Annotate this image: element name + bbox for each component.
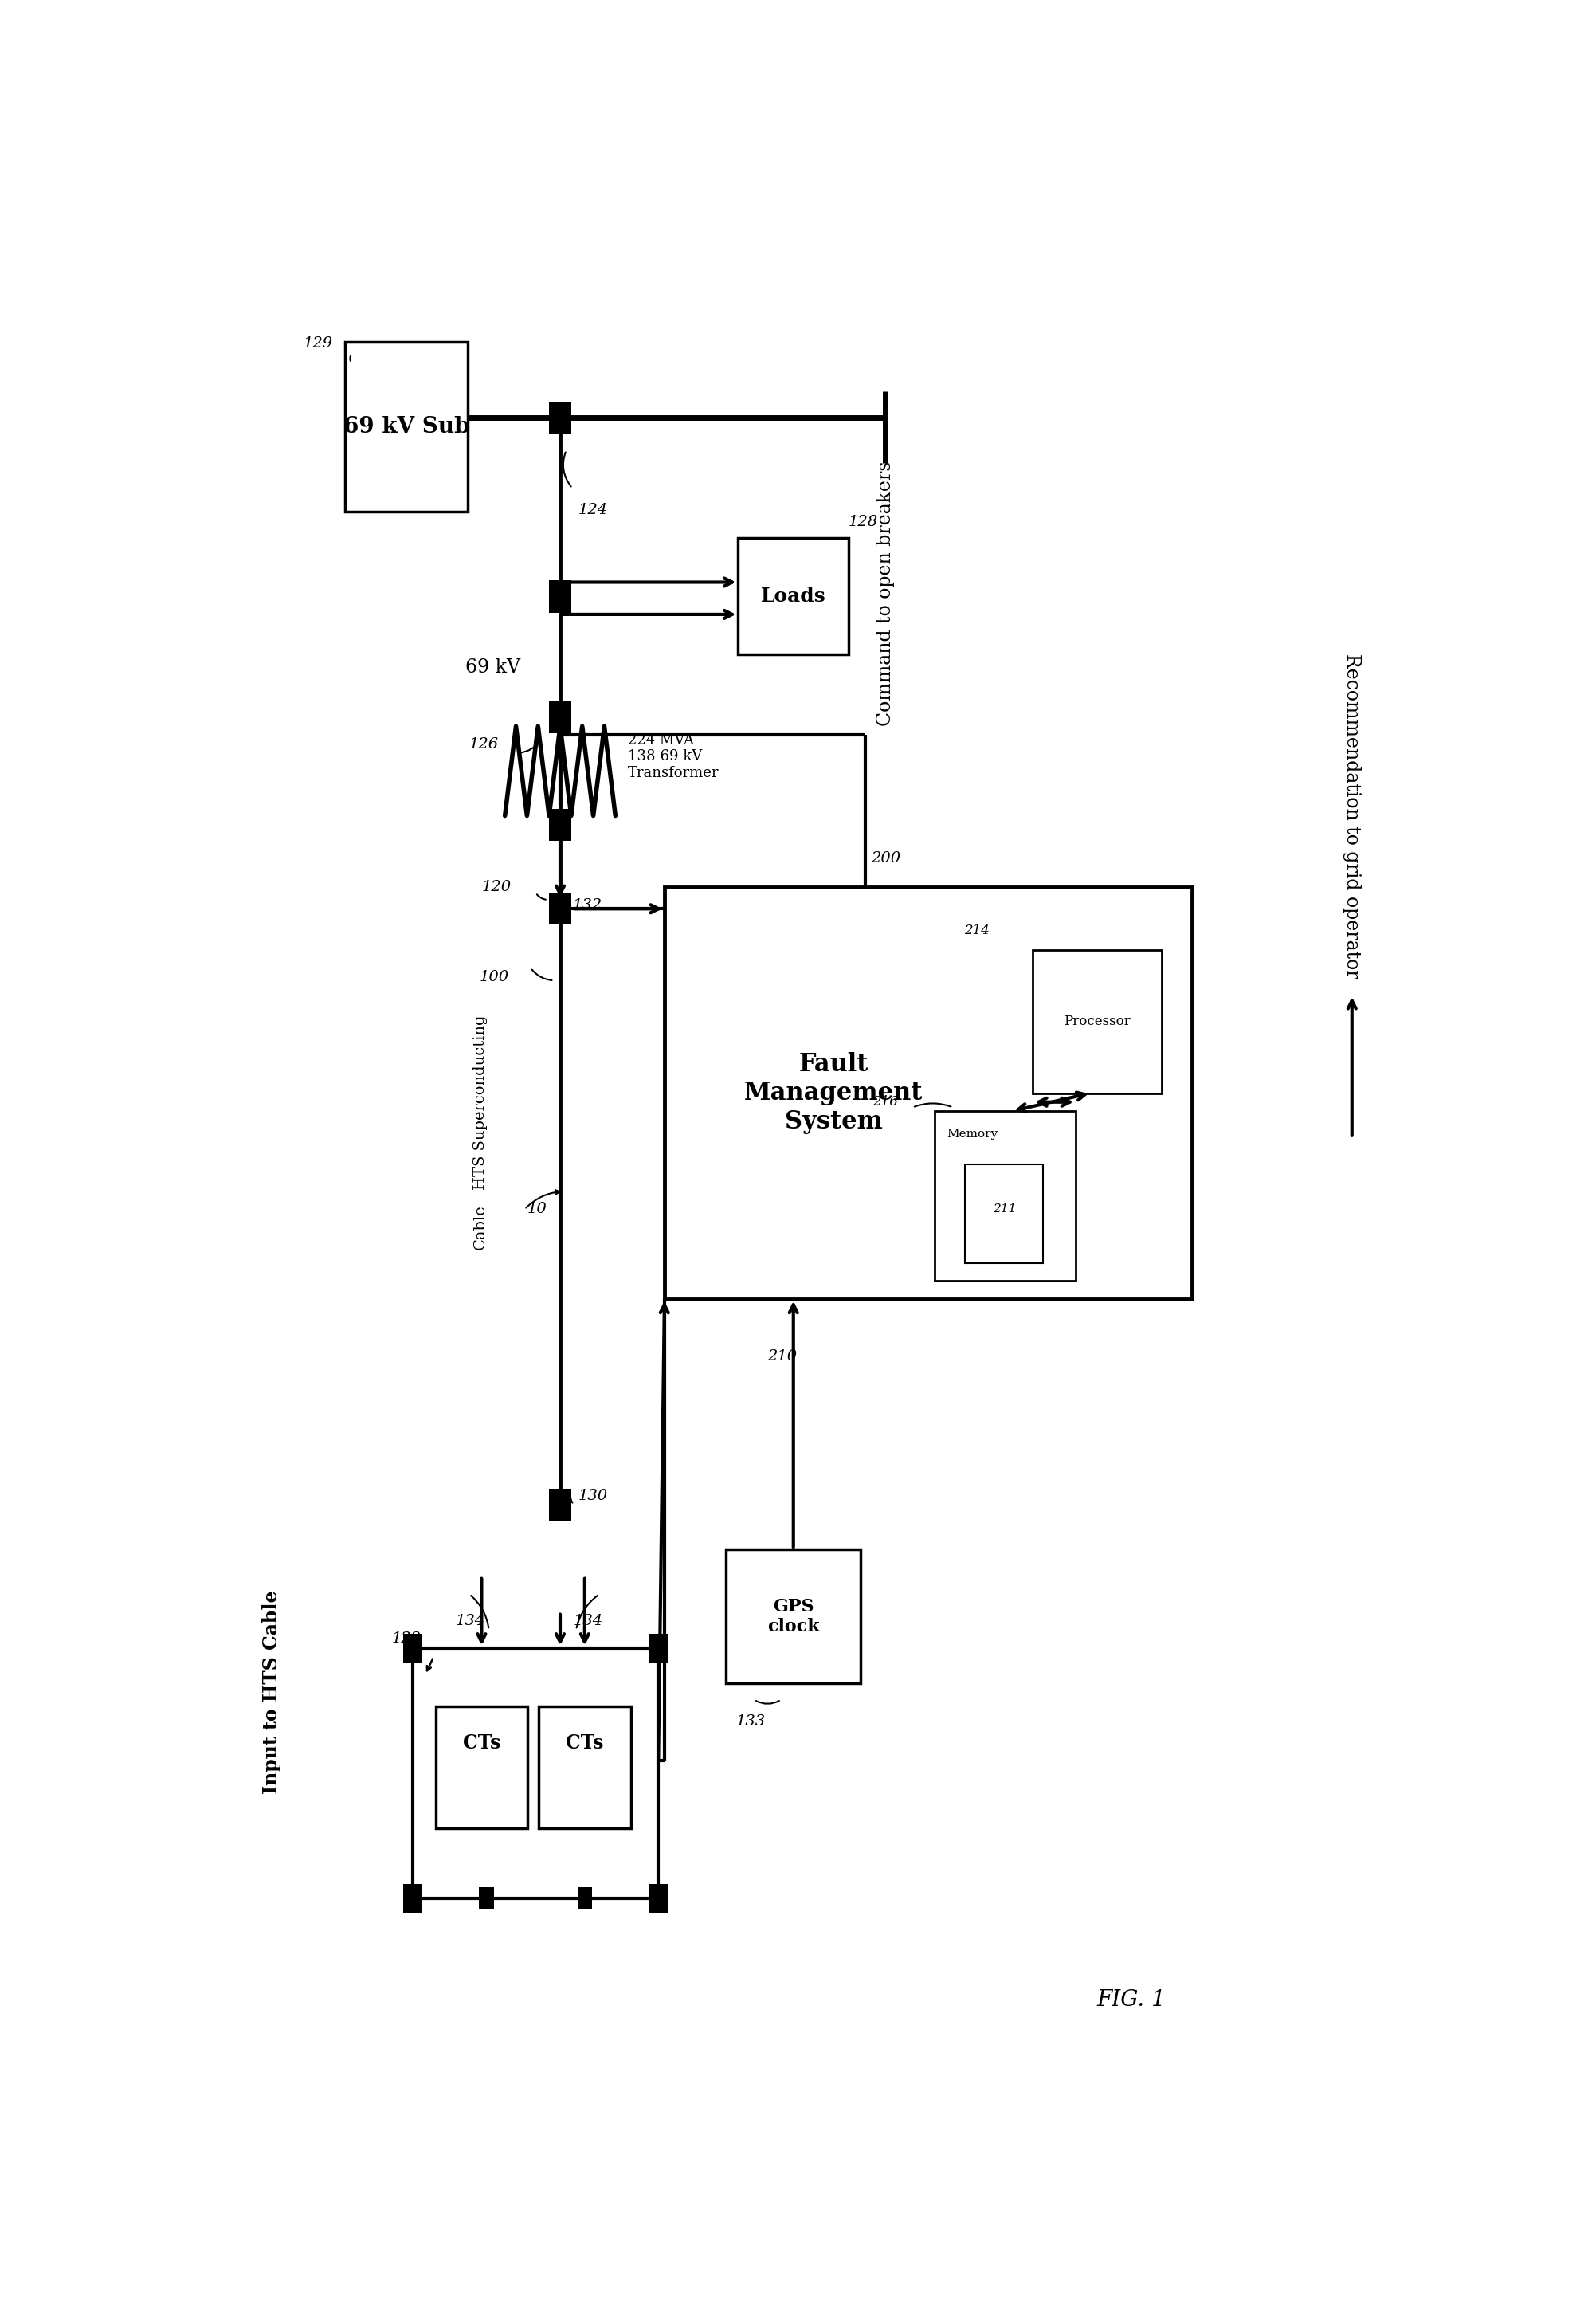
Bar — [550, 892, 572, 925]
Text: 224 MVA
138-69 kV
Transformer: 224 MVA 138-69 kV Transformer — [627, 732, 719, 781]
Bar — [345, 342, 469, 511]
Text: 69 kV Sub: 69 kV Sub — [344, 416, 470, 437]
Text: Command to open breakers: Command to open breakers — [876, 460, 895, 725]
Text: 69 kV: 69 kV — [466, 658, 520, 676]
Bar — [725, 1550, 862, 1683]
Text: 128: 128 — [849, 516, 878, 530]
Text: 134: 134 — [573, 1613, 604, 1629]
Text: 126: 126 — [469, 737, 499, 751]
Text: CTs: CTs — [565, 1734, 604, 1752]
Bar — [1033, 951, 1161, 1092]
Text: 129: 129 — [304, 337, 333, 351]
Text: 214: 214 — [965, 925, 990, 937]
Bar — [550, 809, 572, 841]
Bar — [648, 1634, 668, 1662]
Bar — [935, 1111, 1076, 1281]
Text: Recommendation to grid operator: Recommendation to grid operator — [1343, 653, 1361, 978]
Text: 10: 10 — [527, 1202, 546, 1215]
Bar — [413, 1648, 659, 1899]
Text: 210: 210 — [768, 1348, 797, 1364]
Text: 120: 120 — [482, 881, 512, 895]
Bar — [402, 1885, 423, 1913]
Bar — [665, 888, 1193, 1299]
Bar — [539, 1706, 630, 1829]
Bar — [550, 402, 572, 435]
Text: Input to HTS Cable: Input to HTS Cable — [261, 1590, 282, 1794]
Text: Loads: Loads — [760, 588, 825, 607]
Text: 124: 124 — [578, 502, 608, 516]
Text: 132: 132 — [572, 897, 602, 913]
Text: Fault
Management
System: Fault Management System — [744, 1053, 923, 1134]
Bar — [965, 1164, 1042, 1264]
Text: 134: 134 — [456, 1613, 485, 1629]
Text: Cable: Cable — [474, 1204, 488, 1250]
Bar — [436, 1706, 527, 1829]
Bar — [550, 1490, 572, 1520]
Text: 100: 100 — [478, 969, 508, 983]
Text: Processor: Processor — [1064, 1016, 1131, 1027]
Bar — [550, 702, 572, 734]
Bar — [402, 1634, 423, 1662]
Text: 200: 200 — [871, 851, 900, 867]
Bar — [478, 1887, 494, 1908]
Bar — [738, 539, 849, 655]
Text: CTs: CTs — [463, 1734, 501, 1752]
Text: FIG. 1: FIG. 1 — [1096, 1989, 1166, 2010]
Text: Memory: Memory — [947, 1129, 998, 1141]
Bar — [648, 1885, 668, 1913]
Text: 130: 130 — [578, 1490, 608, 1504]
Text: 216: 216 — [873, 1095, 898, 1109]
Text: 133: 133 — [735, 1715, 765, 1729]
Bar — [550, 581, 572, 614]
Text: 122: 122 — [391, 1631, 421, 1645]
Text: 211: 211 — [993, 1204, 1017, 1215]
Text: GPS
clock: GPS clock — [767, 1597, 819, 1636]
Bar — [577, 1887, 592, 1908]
Text: HTS Superconducting: HTS Superconducting — [474, 1016, 488, 1190]
